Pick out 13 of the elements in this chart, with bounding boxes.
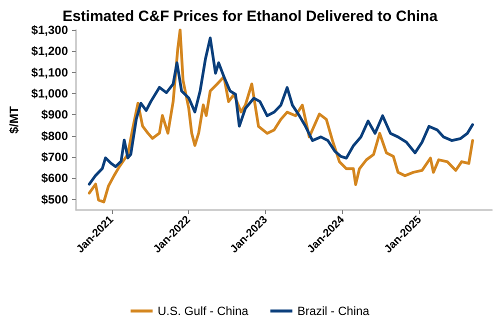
legend-label: U.S. Gulf - China [158, 304, 249, 318]
y-tick-label: $1,000 [31, 86, 68, 101]
y-tick-label: $700 [41, 150, 68, 164]
chart-title: Estimated C&F Prices for Ethanol Delivered to China [62, 8, 438, 25]
y-tick-label: $1,100 [31, 65, 68, 80]
y-tick-label: $900 [41, 108, 68, 122]
y-tick-label: $1,200 [31, 44, 68, 58]
y-tick-label: $600 [41, 171, 68, 186]
y-tick-label: $500 [41, 192, 68, 206]
y-axis-title: $/MT [7, 106, 21, 134]
legend-label: Brazil - China [297, 304, 370, 318]
y-tick-label: $800 [41, 128, 68, 143]
y-tick-label: $1,300 [31, 23, 68, 37]
